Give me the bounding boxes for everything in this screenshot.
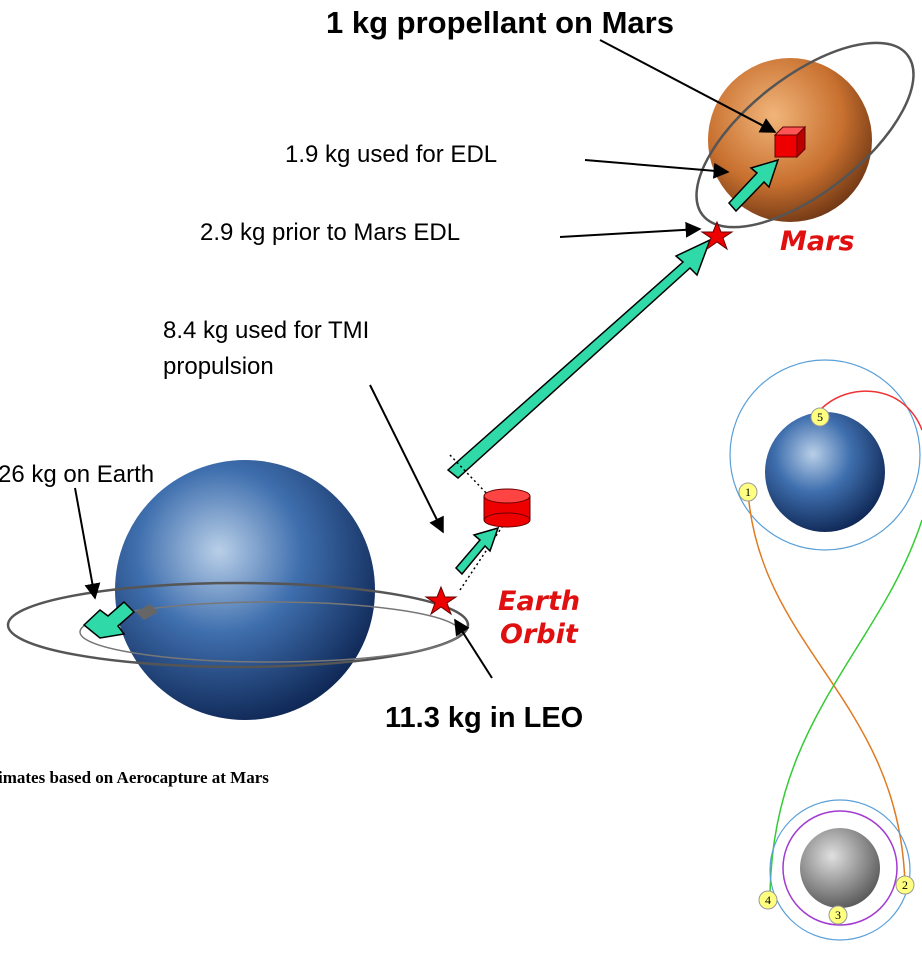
- point-marker: [828, 905, 848, 925]
- earth-mass-label: 26 kg on Earth: [0, 461, 154, 488]
- moon-inner-orbit: [782, 810, 898, 926]
- pointer: [559, 221, 702, 238]
- caption: imates based on Aerocapture at Mars: [0, 768, 269, 787]
- moon-orbit: [769, 799, 911, 941]
- pointer: [74, 487, 101, 600]
- point-label: 1: [745, 485, 751, 499]
- green-path: [769, 519, 922, 901]
- point-label: 3: [835, 908, 841, 922]
- moon: [800, 828, 880, 908]
- mars-label: Mars: [780, 226, 854, 257]
- pointer: [584, 159, 730, 179]
- launch-arrow: [82, 600, 136, 639]
- earth-orbit-label: Earth Orbit: [498, 586, 590, 650]
- tmi-line: 8.4 kg used for TMI: [163, 317, 369, 344]
- tank: [483, 488, 531, 528]
- point-marker: [810, 407, 830, 427]
- earth-parking-orbit: [729, 359, 921, 551]
- tmi-label: 8.4 kg used for TMI propulsion: [163, 317, 376, 380]
- red-arc: [819, 390, 922, 431]
- title: 1 kg propellant on Mars: [326, 5, 674, 40]
- point-label: 2: [902, 878, 908, 892]
- star: [700, 220, 734, 251]
- prior-label: 2.9 kg prior to Mars EDL: [200, 219, 460, 246]
- transfer-arrow: [446, 238, 712, 479]
- tmi-line: propulsion: [163, 353, 274, 380]
- point-marker: [895, 875, 915, 895]
- leo-label: 11.3 kg in LEO: [385, 702, 583, 734]
- cube: [773, 125, 807, 159]
- pointer: [599, 39, 777, 133]
- point-label: 5: [817, 410, 823, 424]
- earth-planet: [115, 460, 375, 720]
- star: [424, 585, 458, 616]
- point-label: 4: [765, 893, 771, 907]
- earth-orbit-line: Earth: [498, 586, 580, 617]
- small-arrow: [727, 158, 780, 213]
- stage: [136, 604, 158, 620]
- edl-label: 1.9 kg used for EDL: [285, 141, 497, 168]
- tmi-arrow: [454, 526, 500, 576]
- point-marker: [758, 890, 778, 910]
- point-marker: [738, 482, 758, 502]
- pointer: [454, 618, 493, 679]
- mars-orbit: [695, 41, 915, 229]
- earth-orbit-line: Orbit: [500, 619, 579, 650]
- earth-small: [765, 412, 885, 532]
- pointer: [369, 384, 444, 534]
- orange-path: [747, 491, 906, 886]
